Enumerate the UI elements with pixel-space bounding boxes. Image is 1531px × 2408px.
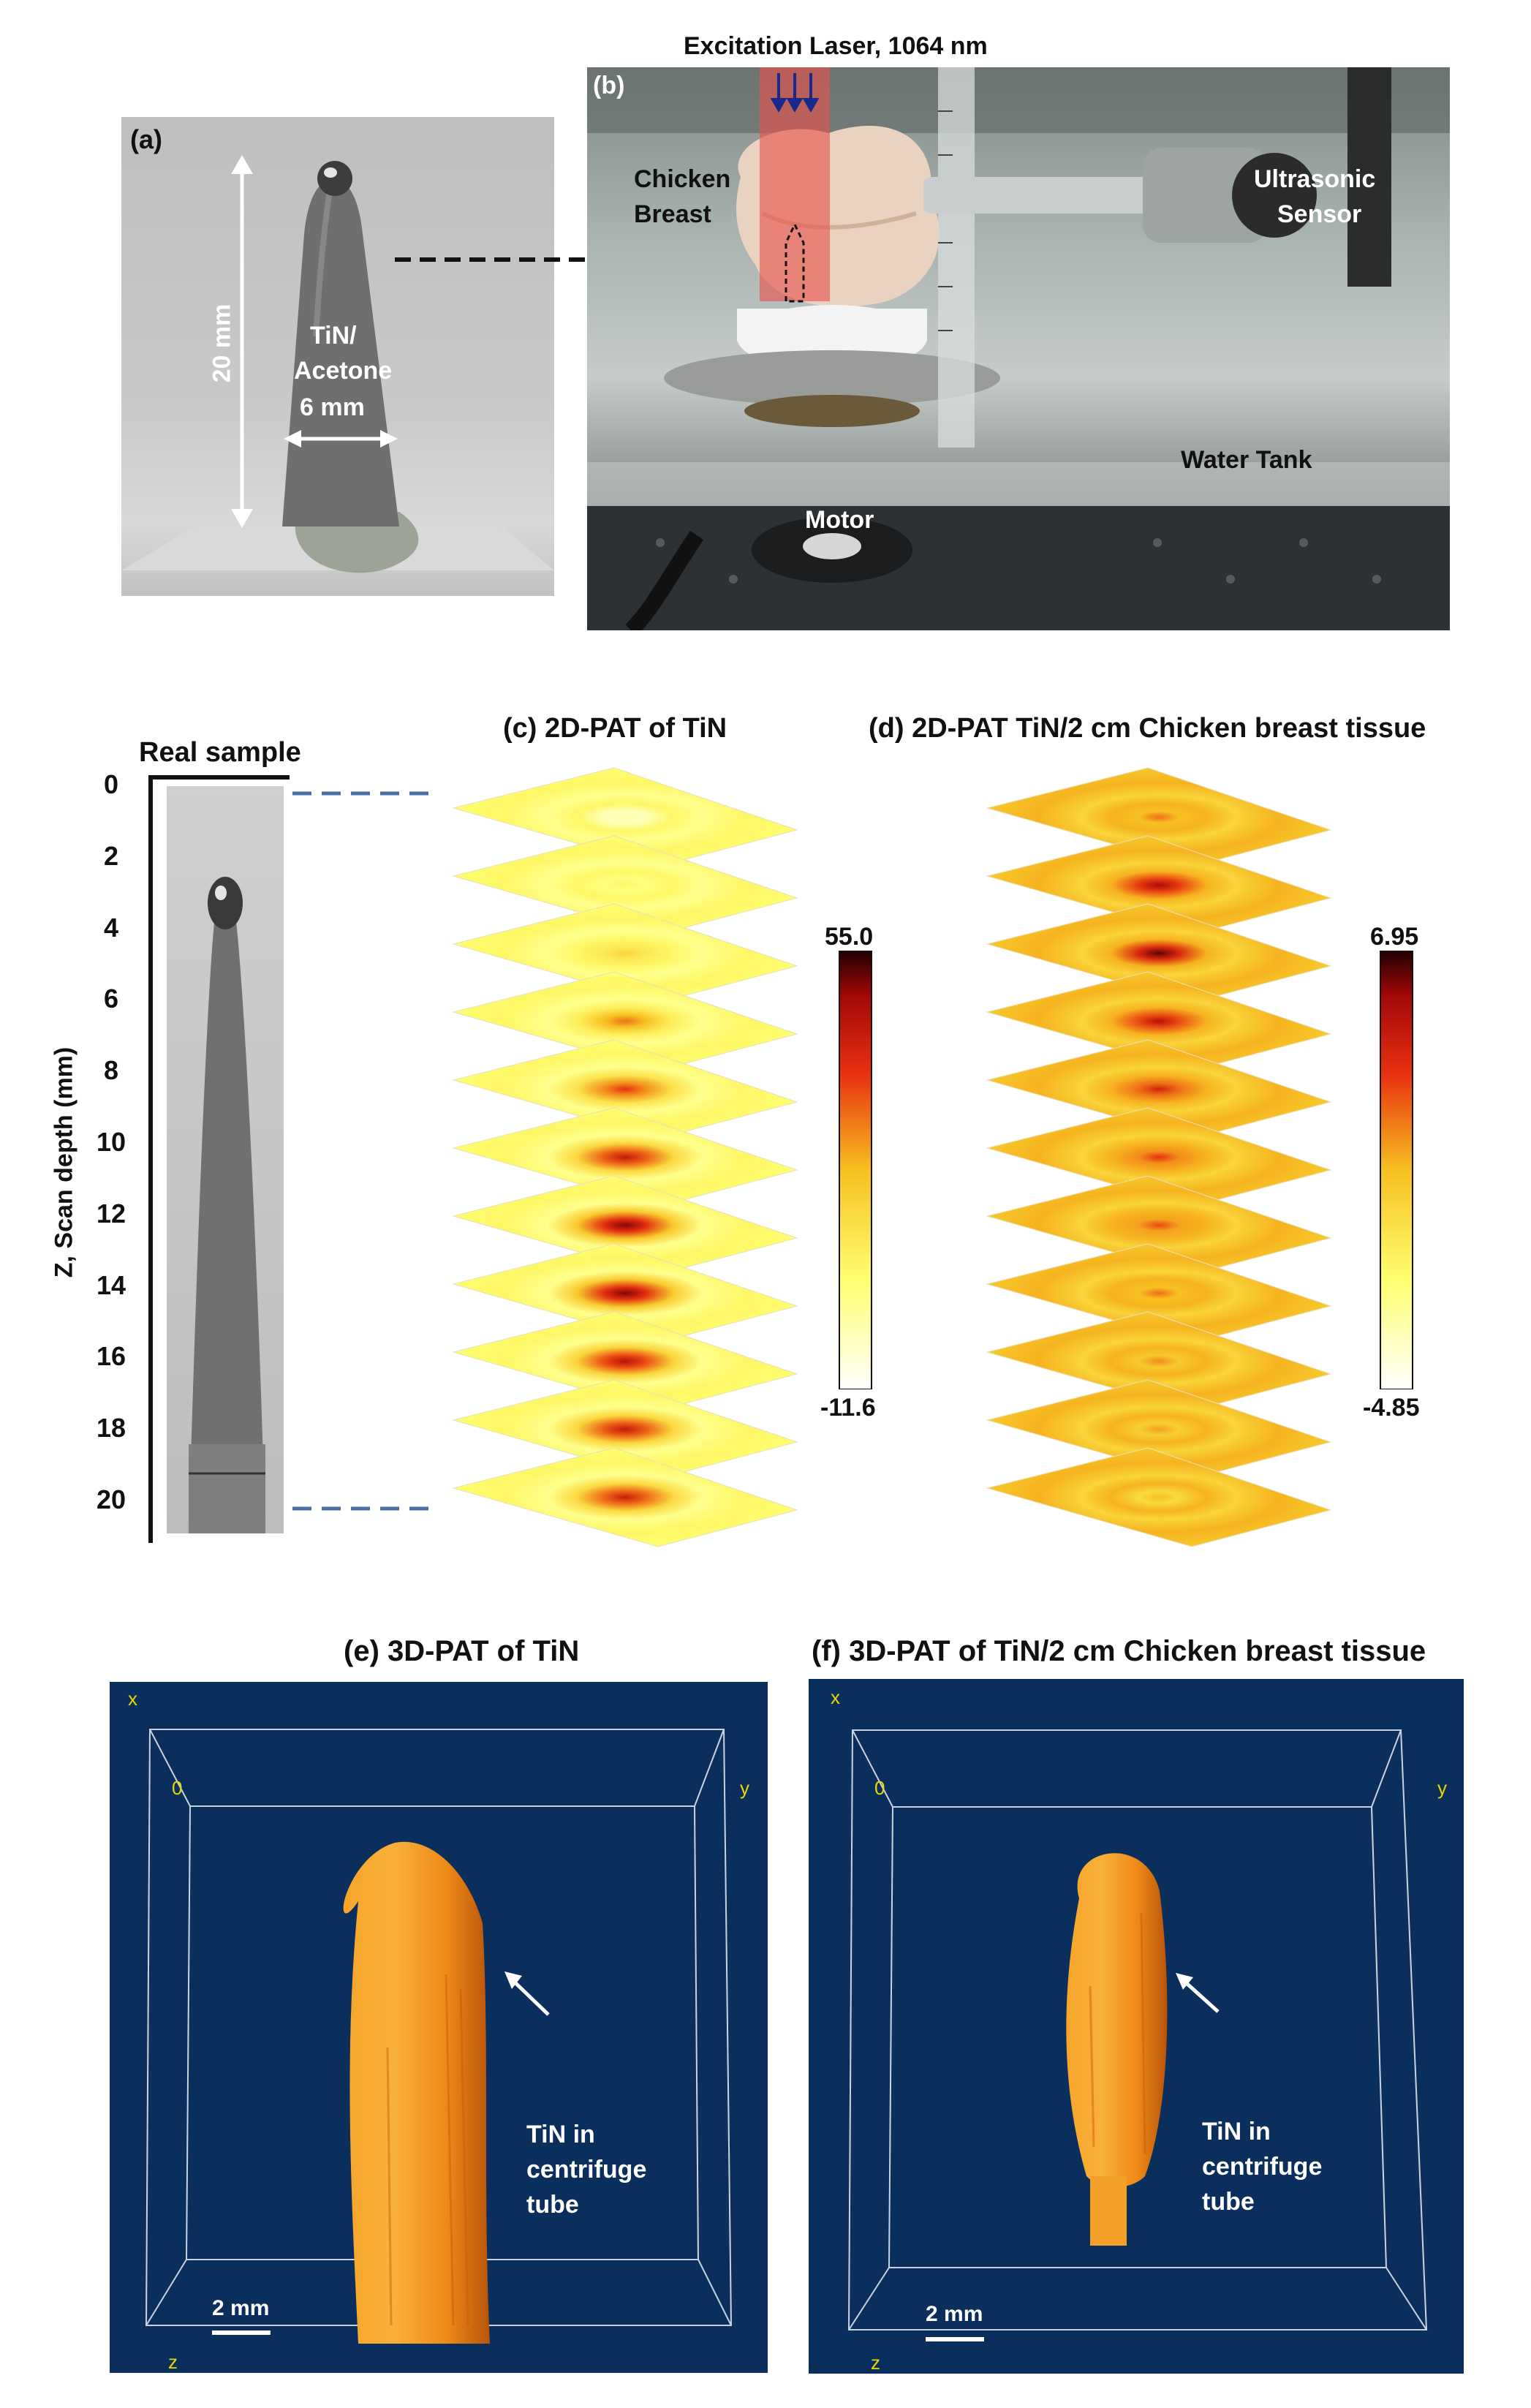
water-tank-edge [587, 462, 1450, 506]
panel-b-label: (b) [593, 72, 625, 99]
annotation-f-line2: centrifuge [1202, 2153, 1323, 2181]
depth-tick-10: 10 [96, 1127, 126, 1157]
colorbar-c-max: 55.0 [825, 923, 874, 951]
axis-x-f: x [831, 1686, 840, 1708]
real-sample-photo [167, 786, 284, 1533]
sample-to-slices-dashes [292, 791, 439, 1511]
colorbar-d-max: 6.95 [1370, 923, 1419, 951]
ultrasonic-sensor [1232, 153, 1317, 238]
axis-y-f: y [1437, 1777, 1447, 1799]
origin-f: 0 [874, 1777, 885, 1799]
motor-base-area [587, 506, 1450, 630]
colorbar-d [1380, 951, 1413, 1389]
depth-tick-18: 18 [96, 1413, 126, 1443]
hidden-tube-outline [785, 222, 805, 303]
annotation-arrow-e [509, 1977, 550, 2016]
depth-axis-label: Z, Scan depth (mm) [50, 1046, 78, 1278]
annotation-e-line1: TiN in [526, 2121, 595, 2148]
setup-photo-drawing [587, 67, 1450, 630]
droplet-base [295, 512, 419, 573]
height-label: 20 mm [208, 303, 236, 383]
bounding-box-f [847, 1729, 1428, 2330]
axis-z-e: z [168, 2351, 178, 2373]
slice-stack-tin [452, 767, 798, 1547]
tin-slice-10 [452, 1447, 798, 1547]
tube-body [282, 183, 399, 526]
scalebar-f: 2 mm [926, 2302, 983, 2326]
panel-e-title: (e) 3D-PAT of TiN [344, 1635, 580, 1667]
rotating-plate [664, 350, 1000, 406]
depth-tick-0: 0 [103, 769, 119, 799]
depth-tick-14: 14 [96, 1269, 126, 1300]
tin-render-e [343, 1841, 490, 2344]
annotation-arrow-f [1180, 1977, 1220, 2013]
sample-photo-drawing [121, 155, 554, 573]
real-sample-title: Real sample [139, 737, 301, 768]
depth-tick-2: 2 [103, 840, 119, 871]
material-label-line1: TiN/ [310, 322, 357, 350]
depth-tick-6: 6 [103, 984, 119, 1014]
annotation-f-line3: tube [1202, 2188, 1255, 2216]
depth-axis-lines [148, 775, 290, 1543]
depth-tick-4: 4 [103, 912, 119, 943]
width-label: 6 mm [300, 393, 365, 421]
panel-a-photo: (a) 20 mm TiN/ Acetone 6 mm [121, 117, 554, 596]
depth-tick-20: 20 [96, 1484, 126, 1514]
axis-y-e: y [740, 1777, 749, 1799]
panel-a-label: (a) [130, 124, 162, 154]
tube-tip-bubble [317, 161, 352, 196]
tin-render-f-stem [1090, 2176, 1127, 2246]
tissue-label-line2: Breast [634, 200, 711, 228]
origin-e: 0 [172, 1777, 183, 1799]
axis-x-e: x [128, 1688, 137, 1710]
colorbar-c [839, 951, 872, 1389]
depth-tick-8: 8 [103, 1055, 119, 1086]
laser-arrows [770, 73, 820, 113]
bounding-box-e [145, 1729, 733, 2326]
scalebar-e: 2 mm [212, 2296, 270, 2320]
panel-f-volume: x 0 y z TiN in centrifuge tube 2 mm [809, 1679, 1464, 2374]
tissue-label-line1: Chicken [634, 165, 731, 193]
colorbar-d-min: -4.85 [1363, 1394, 1420, 1422]
panel-b-photo: (b) Chicken Breast Ultrasonic Sensor Wat… [587, 67, 1450, 630]
depth-tick-12: 12 [96, 1198, 126, 1228]
annotation-e-line3: tube [526, 2191, 579, 2219]
annotation-e-line2: centrifuge [526, 2156, 647, 2184]
depth-tick-16: 16 [96, 1341, 126, 1372]
sensor-label-line1: Ultrasonic [1254, 165, 1376, 193]
panel-c-title: (c) 2D-PAT of TiN [503, 713, 727, 744]
annotation-f-line1: TiN in [1202, 2118, 1271, 2145]
panel-d-title: (d) 2D-PAT TiN/2 cm Chicken breast tissu… [869, 713, 1426, 744]
axis-z-f: z [871, 2352, 880, 2374]
water-tank-label: Water Tank [1181, 446, 1312, 474]
tissue-slice-10 [986, 1447, 1332, 1547]
colorbar-c-min: -11.6 [820, 1394, 876, 1422]
material-label-line2: Acetone [294, 357, 393, 385]
panel-f-title: (f) 3D-PAT of TiN/2 cm Chicken breast ti… [812, 1635, 1426, 1667]
tin-render-f [1066, 1853, 1168, 2187]
laser-caption: Excitation Laser, 1064 nm [684, 32, 988, 60]
ruler [938, 67, 975, 448]
motor-label: Motor [805, 506, 874, 534]
slice-stack-tin-tissue [986, 767, 1332, 1547]
sensor-label-line2: Sensor [1277, 200, 1362, 228]
panel-e-volume: x 0 y z TiN in centrifuge tube 2 mm [110, 1682, 768, 2373]
